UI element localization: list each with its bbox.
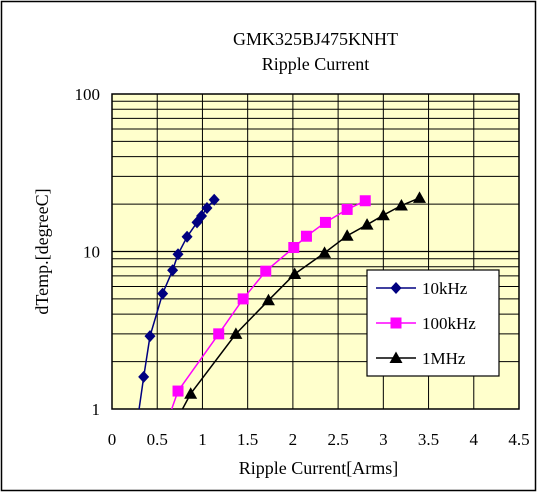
y-axis-ticks: 1 10 100 xyxy=(75,85,101,419)
x-tick-label: 2 xyxy=(289,430,298,449)
series-layer xyxy=(138,191,427,410)
data-point-100kHz xyxy=(237,293,249,305)
x-tick-label: 3 xyxy=(379,430,388,449)
legend-entry-100kHz: 100kHz xyxy=(376,314,476,333)
series-line-100kHz xyxy=(170,200,366,410)
y-axis-label: dTemp.[degreeC] xyxy=(32,188,52,314)
data-point-100kHz xyxy=(260,265,272,277)
plot-border xyxy=(111,93,520,410)
series-100kHz xyxy=(170,195,371,410)
data-point-1MHz xyxy=(340,229,354,241)
data-point-100kHz xyxy=(300,230,312,242)
data-point-100kHz xyxy=(288,242,300,254)
data-point-1MHz xyxy=(318,246,332,258)
y-tick-label: 100 xyxy=(75,85,101,104)
data-point-100kHz xyxy=(213,328,225,340)
x-tick-label: 2.5 xyxy=(327,430,348,449)
data-point-1MHz xyxy=(261,293,275,306)
x-tick-label: 3.5 xyxy=(418,430,439,449)
x-tick-label: 4.5 xyxy=(508,430,529,449)
data-point-1MHz xyxy=(184,387,198,399)
legend-marker xyxy=(390,317,402,329)
x-axis-ticks: 0 0.5 1 1.5 2 2.5 3 3.5 4 4.5 xyxy=(108,430,530,449)
data-point-10kHz xyxy=(144,330,156,343)
x-tick-label: 1 xyxy=(198,430,207,449)
x-axis-label: Ripple Current[Arms] xyxy=(239,458,398,478)
legend-label: 1MHz xyxy=(422,349,466,368)
chart-title: GMK325BJ475KNHT xyxy=(233,29,398,49)
data-point-100kHz xyxy=(359,195,371,207)
data-point-1MHz xyxy=(360,218,374,230)
data-point-100kHz xyxy=(319,216,331,228)
data-point-10kHz xyxy=(167,264,179,277)
y-tick-label: 10 xyxy=(83,243,100,262)
legend-entry-10kHz: 10kHz xyxy=(376,279,468,298)
x-tick-label: 0.5 xyxy=(147,430,168,449)
data-point-1MHz xyxy=(288,267,302,279)
data-point-10kHz xyxy=(196,210,208,223)
legend-label: 100kHz xyxy=(422,314,476,333)
legend: 10kHz 100kHz 1MHz xyxy=(366,269,500,377)
x-tick-label: 1.5 xyxy=(237,430,258,449)
data-point-10kHz xyxy=(172,248,184,261)
y-tick-label: 1 xyxy=(92,400,101,419)
data-point-1MHz xyxy=(229,327,243,339)
legend-marker xyxy=(389,351,403,363)
series-1MHz xyxy=(181,191,427,410)
data-point-10kHz xyxy=(181,230,193,243)
data-point-10kHz xyxy=(208,193,220,206)
data-point-1MHz xyxy=(413,191,427,203)
legend-marker xyxy=(390,282,402,294)
data-point-10kHz xyxy=(138,370,150,383)
data-point-100kHz xyxy=(172,385,184,397)
series-10kHz xyxy=(138,193,220,410)
data-point-10kHz xyxy=(201,201,213,214)
data-point-100kHz xyxy=(341,203,353,215)
legend-label: 10kHz xyxy=(422,279,468,298)
data-point-1MHz xyxy=(376,208,390,221)
x-tick-label: 0 xyxy=(108,430,117,449)
data-point-1MHz xyxy=(394,198,408,211)
legend-entry-1MHz: 1MHz xyxy=(376,349,466,368)
data-point-10kHz xyxy=(157,287,169,300)
x-tick-label: 4 xyxy=(470,430,479,449)
chart-subtitle: Ripple Current xyxy=(262,54,369,74)
